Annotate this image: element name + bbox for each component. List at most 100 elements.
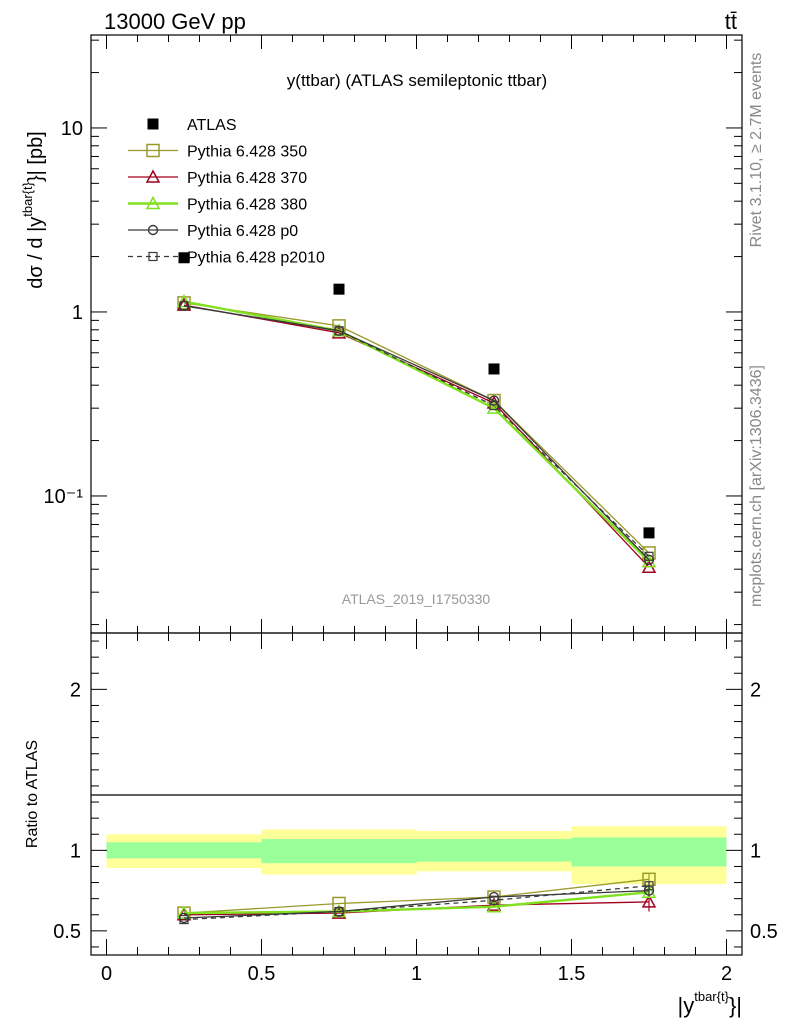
main-data-point: [178, 252, 190, 264]
main-y-label-superscript: tbar{t}: [20, 181, 35, 216]
ratio-data-point: [641, 894, 657, 908]
main-data-point: [644, 551, 654, 561]
ratio-series-pythia-6-428-380: [176, 884, 657, 919]
legend-entry: ATLAS: [147, 117, 237, 134]
main-y-axis-label: dσ / d |ytbar{t}}| [pb]: [20, 131, 47, 289]
main-data-point: [334, 326, 344, 336]
x-tick-label: 1.5: [558, 963, 586, 985]
main-series-pythia-6-428-p2010: [179, 301, 654, 561]
ratio-y-tick-label: 2: [70, 679, 81, 701]
x-axis-label-text: |y: [678, 993, 695, 1018]
main-series-pythia-6-428-p0: [178, 300, 655, 565]
main-y-label-tail: }| [pb]: [25, 131, 47, 182]
ratio-data-point: [176, 905, 192, 919]
legend-label: Pythia 6.428 370: [187, 170, 307, 187]
main-series-pythia-6-428-350: [177, 296, 656, 560]
main-series-layer: [176, 252, 657, 573]
x-tick-label: 0.5: [248, 963, 276, 985]
x-axis-label-superscript: tbar{t}: [694, 989, 729, 1004]
ratio-data-point: [641, 884, 657, 898]
ratio-inner-band: [571, 837, 727, 867]
ratio-data-point: [486, 899, 502, 913]
ratio-uncertainty-bands: [106, 826, 727, 885]
legend: ATLAS Pythia 6.428 350 Pythia 6.428 370 Pyt…: [128, 117, 325, 267]
ratio-data-point: [644, 881, 654, 891]
mcplots-reference-label: mcplots.cern.ch [arXiv:1306.3436]: [748, 365, 765, 607]
main-data-point: [333, 283, 345, 295]
x-tick-label: 1: [411, 963, 422, 985]
ratio-tick-labels: 0.5 0.5 1 1 2 2 0 0.5 1 1.5 2: [53, 679, 778, 985]
ratio-y-tick-label-right: 2: [750, 679, 761, 701]
legend-marker-swatch: [145, 169, 161, 183]
ratio-data-point: [179, 914, 189, 925]
legend-marker-swatch: [147, 118, 159, 130]
ratio-series-pythia-6-428-p0: [178, 885, 655, 924]
main-data-point: [486, 400, 502, 414]
legend-marker-swatch: [148, 251, 158, 262]
main-y-label-text: dσ / d |y: [25, 217, 47, 289]
ratio-y-tick-label: 1: [70, 840, 81, 862]
main-data-point: [489, 400, 499, 411]
main-series-line: [183, 300, 650, 563]
ratio-y-tick-label-right: 1: [750, 840, 761, 862]
legend-entry: Pythia 6.428 350: [128, 144, 307, 161]
legend-marker-swatch: [145, 195, 161, 210]
ratio-plot-panel: 0.5 0.5 1 1 2 2 0 0.5 1 1.5 2 Ratio to ATLAS |ytba…: [24, 632, 778, 1018]
main-series-line: [183, 304, 650, 568]
ratio-series-pythia-6-428-p2010: [179, 880, 654, 925]
x-tick-label: 2: [721, 963, 732, 985]
legend-label: ATLAS: [187, 117, 237, 134]
header-channel-label: tt̄: [725, 9, 737, 34]
main-data-point: [643, 527, 655, 539]
ratio-series-line: [183, 891, 650, 915]
ratio-series-layer: [176, 872, 657, 925]
legend-entry: Pythia 6.428 370: [128, 169, 307, 187]
main-data-point: [488, 363, 500, 375]
legend-label: Pythia 6.428 380: [187, 197, 307, 214]
main-series-line: [183, 305, 650, 557]
main-data-point: [179, 301, 189, 311]
ratio-data-point: [334, 906, 344, 917]
x-tick-label: 0: [101, 963, 112, 985]
main-y-tick-label: 10: [61, 118, 83, 140]
legend-entry: Pythia 6.428 p2010: [128, 250, 325, 267]
main-y-tick-labels: 10⁻¹ 1 10: [44, 118, 84, 508]
main-y-tick-label: 1: [72, 302, 83, 324]
legend-marker-swatch: [147, 224, 159, 236]
ratio-axis-ticks: [91, 633, 742, 955]
ratio-y-tick-label-right: 0.5: [750, 921, 778, 943]
ratio-series-line: [183, 885, 650, 921]
ratio-inner-band: [106, 842, 262, 859]
main-series-pythia-6-428-370: [176, 297, 657, 573]
main-series-atlas: [178, 252, 655, 539]
main-series-line: [183, 302, 650, 554]
legend-label: Pythia 6.428 p0: [187, 223, 298, 240]
ratio-inner-band: [416, 839, 572, 862]
main-data-point: [176, 293, 192, 308]
main-axis-ticks: [91, 35, 742, 633]
ratio-data-point: [332, 896, 346, 911]
main-series-line: [183, 305, 650, 561]
legend-marker-swatch: [146, 143, 160, 158]
ratio-series-line: [183, 878, 650, 914]
ratio-inner-band: [261, 839, 417, 864]
legend-label: Pythia 6.428 p2010: [187, 250, 325, 267]
rivet-version-label: Rivet 3.1.10, ≥ 2.7M events: [748, 53, 765, 248]
ratio-y-tick-label: 0.5: [53, 921, 81, 943]
analysis-watermark: ATLAS_2019_I1750330: [342, 591, 491, 607]
ratio-data-point: [489, 895, 499, 905]
main-series-pythia-6-428-380: [176, 293, 657, 568]
svg-text:dσ / d |ytbar{t}}| [pb]: dσ / d |ytbar{t}}| [pb]: [20, 131, 47, 289]
x-axis-label: |ytbar{t}}|: [678, 989, 742, 1018]
legend-label: Pythia 6.428 350: [187, 144, 307, 161]
legend-entry: Pythia 6.428 p0: [128, 223, 298, 240]
x-axis-label-tail: }|: [729, 993, 742, 1018]
header-process-label: 13000 GeV pp: [104, 9, 246, 34]
main-plot-title: y(ttbar) (ATLAS semileptonic ttbar): [287, 71, 547, 90]
main-data-point: [641, 554, 657, 568]
main-plot-panel: 10⁻¹ 1 10 y(ttbar) (ATLAS semileptonic ttb…: [20, 34, 743, 634]
ratio-series-line: [183, 889, 650, 919]
ratio-y-axis-label: Ratio to ATLAS: [24, 740, 41, 848]
legend-entry: Pythia 6.428 380: [128, 195, 307, 214]
